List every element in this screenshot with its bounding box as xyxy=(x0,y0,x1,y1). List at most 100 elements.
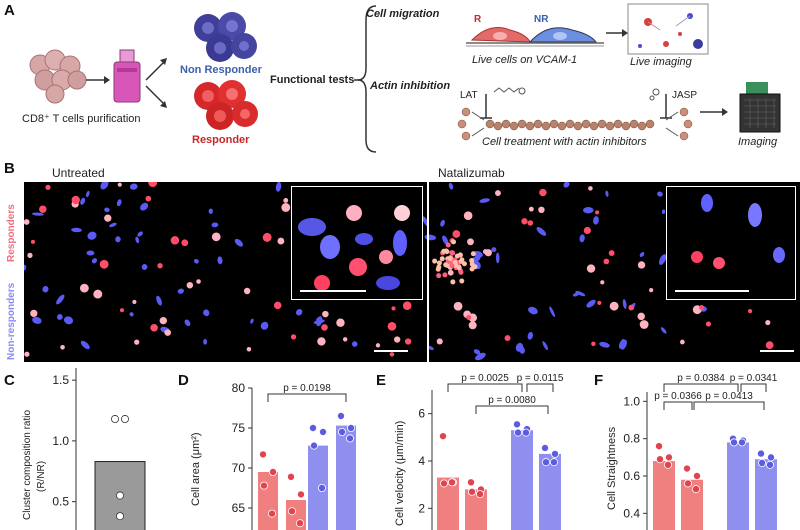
cluster-cell-dot xyxy=(445,242,451,248)
responder-cell-dot xyxy=(24,219,30,225)
bar xyxy=(727,442,749,530)
bracket-line xyxy=(663,401,693,410)
responder-cell-dot xyxy=(342,337,348,342)
cluster-cell-dot xyxy=(450,250,456,256)
chart-e: 2 4 6 xyxy=(418,390,561,530)
panel-d-letter: D xyxy=(178,372,189,389)
y-tick-label: 4 xyxy=(418,454,425,468)
responder-cell-dot xyxy=(45,184,51,190)
non-responder-cell-dot xyxy=(479,198,490,203)
micrograph-panel xyxy=(24,182,800,362)
bracket-line xyxy=(447,383,523,392)
data-point xyxy=(757,449,766,458)
data-point xyxy=(684,479,693,488)
responder-cell-dot xyxy=(528,206,534,212)
responder-cell-dot xyxy=(586,264,596,273)
responder-cell-dot xyxy=(30,239,36,244)
y-tick-label: 0.8 xyxy=(623,432,640,446)
cell-migration-label: Cell migration xyxy=(366,8,440,20)
p-value-label: p = 0.0025 xyxy=(461,373,509,384)
responder-cell-dot xyxy=(453,301,463,311)
responder-cell-dot xyxy=(150,324,158,332)
responder-cell-dot xyxy=(24,351,30,357)
panel-f-bracket-1: p = 0.0384 xyxy=(663,373,739,392)
non-responder-cell-dot xyxy=(80,340,90,350)
cluster-cell-dot xyxy=(456,265,462,271)
non-responder-cell-dot xyxy=(599,341,610,348)
responder-cell-dot xyxy=(447,269,454,276)
natalizumab-label: Natalizumab xyxy=(438,166,505,180)
panel-a-illustration xyxy=(29,3,781,153)
non-responder-cell-dot xyxy=(660,327,667,334)
data-point xyxy=(116,512,125,521)
data-point xyxy=(296,490,305,499)
non-responder-cell-dot xyxy=(32,316,42,324)
responder-cell-dot xyxy=(389,352,395,357)
responder-cell-dot xyxy=(394,336,401,343)
bar xyxy=(465,489,487,530)
y-tick-label: 0.6 xyxy=(623,469,640,483)
non-responder-cell-dot xyxy=(542,341,548,351)
panel-e-bracket-3: p = 0.0080 xyxy=(475,395,549,414)
bracket-line xyxy=(526,383,554,392)
responder-cell-dot xyxy=(290,334,297,340)
responder-cell-dot xyxy=(157,263,163,269)
responder-cell-dot xyxy=(277,237,285,245)
non-responder-cell-dot xyxy=(129,312,134,317)
imaging-label: Imaging xyxy=(738,136,778,148)
non-responder-cell-dot xyxy=(141,264,148,270)
non-responder-cell-dot xyxy=(639,252,645,258)
responder-cell-dot xyxy=(637,261,646,269)
responder-cell-dot xyxy=(283,197,289,203)
responder-cell-dot xyxy=(104,214,112,222)
responder-cell-dot xyxy=(495,190,501,197)
responder-cell-dot xyxy=(588,186,593,191)
non-responder-cell-dot xyxy=(579,234,585,243)
non-responder-cell-dot xyxy=(116,199,122,207)
y-tick-label: 65 xyxy=(232,501,246,515)
non-responder-cell-dot xyxy=(86,190,90,198)
non-responder-cell-dot xyxy=(427,345,434,351)
data-point xyxy=(439,479,448,488)
panel-e-bracket-2: p = 0.0115 xyxy=(517,373,564,392)
untreated-inset xyxy=(291,186,423,300)
responder-cell-dot xyxy=(117,182,122,187)
responder-cell-dot xyxy=(196,279,201,284)
lat-label: LAT xyxy=(460,90,478,101)
live-imaging-icon xyxy=(627,3,709,55)
data-point xyxy=(337,427,346,436)
responder-cell-dot xyxy=(603,258,610,265)
data-point xyxy=(693,471,702,480)
data-point xyxy=(346,423,355,432)
non-responder-cell-dot xyxy=(56,314,63,320)
y-tick-label: 1.5 xyxy=(52,373,69,387)
responder-cell-dot xyxy=(181,239,189,247)
p-value-label: p = 0.0384 xyxy=(677,373,725,384)
non-responder-cell-dot xyxy=(536,227,547,236)
untreated-label: Untreated xyxy=(52,166,105,180)
data-point xyxy=(665,453,674,462)
cluster-cell-dot xyxy=(449,263,455,269)
panel-b-letter: B xyxy=(4,160,15,177)
y-tick-label: 0.4 xyxy=(623,506,640,520)
data-point xyxy=(542,458,551,467)
responder-cell-dot xyxy=(600,280,605,285)
imaging-instrument-icon xyxy=(739,82,781,133)
data-point xyxy=(692,485,701,494)
non-responder-cell-dot xyxy=(86,250,95,256)
responder-cell-dot xyxy=(186,281,194,289)
bar xyxy=(511,430,533,530)
responder-cell-dot xyxy=(463,211,473,221)
r-label: R xyxy=(474,14,482,25)
responder-cell-dot xyxy=(538,206,545,214)
non-responder-cell-dot xyxy=(217,256,223,265)
data-point xyxy=(655,442,664,451)
responder-cell-dot xyxy=(93,289,103,299)
non-responder-cell-dot xyxy=(528,306,538,315)
data-point xyxy=(466,478,475,487)
bracket-line xyxy=(740,383,767,392)
non-responder-cell-dot xyxy=(109,222,117,228)
non-responder-cell-dot xyxy=(586,299,596,308)
non-responder-cell-dot xyxy=(156,295,162,306)
non-responder-cell-dot xyxy=(177,288,185,294)
